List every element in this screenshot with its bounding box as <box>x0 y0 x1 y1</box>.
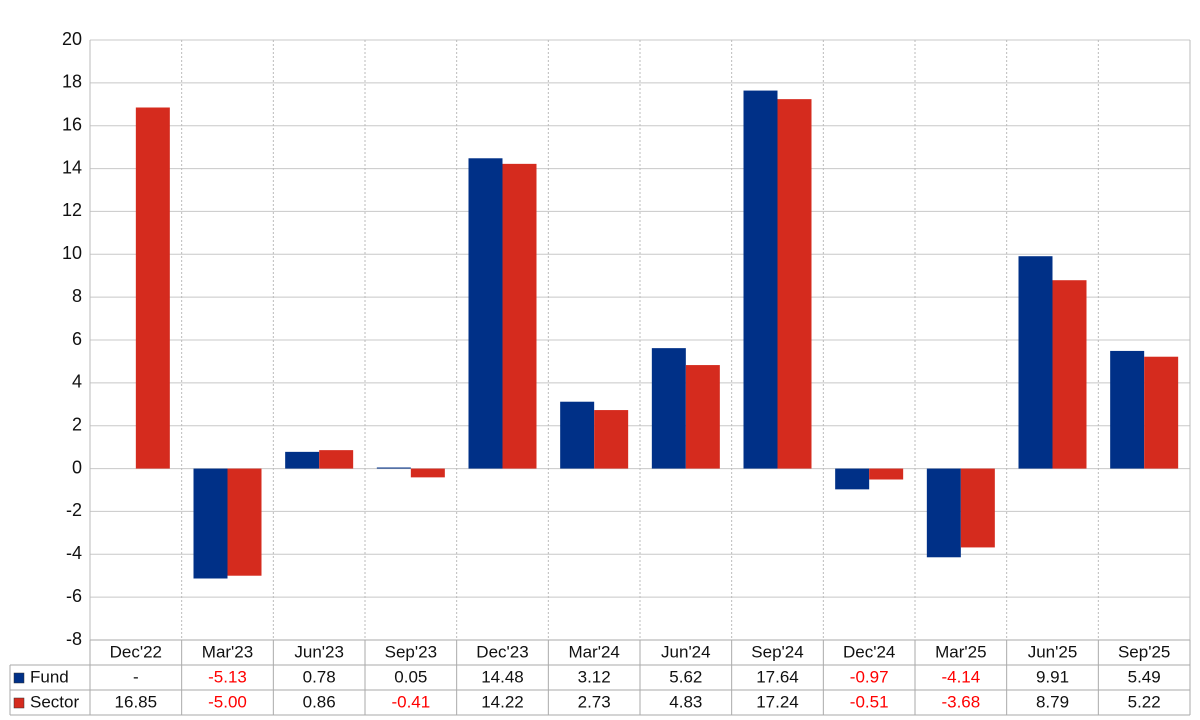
x-tick-label: Mar'25 <box>935 642 986 661</box>
table-value: 0.05 <box>394 667 427 686</box>
bar <box>926 468 961 558</box>
bar <box>135 107 170 469</box>
x-tick-label: Dec'22 <box>110 642 162 661</box>
bar <box>468 158 503 469</box>
legend-label: Sector <box>30 692 79 711</box>
y-tick-label: 2 <box>72 414 82 434</box>
table-value: -4.14 <box>941 667 980 686</box>
table-value: 0.86 <box>303 692 336 711</box>
legend-label: Fund <box>30 667 69 686</box>
bar <box>685 365 720 469</box>
y-tick-label: -4 <box>66 543 82 563</box>
table-value: -3.68 <box>941 692 980 711</box>
table-value: 5.22 <box>1128 692 1161 711</box>
y-tick-label: 18 <box>62 72 82 92</box>
x-tick-label: Dec'24 <box>843 642 895 661</box>
bar <box>227 468 262 576</box>
x-tick-label: Sep'25 <box>1118 642 1170 661</box>
table-value: 17.64 <box>756 667 799 686</box>
y-tick-label: -2 <box>66 500 82 520</box>
bar <box>1052 280 1087 469</box>
table-value: 14.22 <box>481 692 524 711</box>
bar <box>1144 356 1179 469</box>
x-tick-label: Sep'24 <box>751 642 803 661</box>
bar <box>1110 350 1145 469</box>
table-value: - <box>133 667 139 686</box>
bar <box>1018 256 1053 469</box>
x-tick-label: Mar'23 <box>202 642 253 661</box>
bar <box>777 99 812 469</box>
bar <box>835 468 870 490</box>
y-tick-label: 16 <box>62 114 82 134</box>
bar <box>193 468 228 579</box>
y-tick-label: 10 <box>62 243 82 263</box>
table-value: 16.85 <box>115 692 158 711</box>
y-tick-label: 6 <box>72 329 82 349</box>
x-tick-label: Mar'24 <box>568 642 619 661</box>
bar <box>594 410 629 469</box>
y-tick-label: -6 <box>66 586 82 606</box>
table-value: 17.24 <box>756 692 799 711</box>
table-value: 8.79 <box>1036 692 1069 711</box>
x-tick-label: Jun'24 <box>661 642 711 661</box>
legend-swatch <box>13 697 25 709</box>
table-value: -0.41 <box>391 692 430 711</box>
y-tick-label: 0 <box>72 457 82 477</box>
table-value: 14.48 <box>481 667 524 686</box>
x-tick-label: Sep'23 <box>385 642 437 661</box>
table-value: -5.13 <box>208 667 247 686</box>
bar <box>376 467 411 469</box>
x-tick-label: Jun'23 <box>294 642 344 661</box>
y-tick-label: 12 <box>62 200 82 220</box>
bar <box>960 468 995 548</box>
y-tick-label: 14 <box>62 157 82 177</box>
bar <box>651 348 686 469</box>
table-value: -0.97 <box>850 667 889 686</box>
table-value: -0.51 <box>850 692 889 711</box>
x-tick-label: Dec'23 <box>476 642 528 661</box>
bar <box>319 450 354 469</box>
table-value: -5.00 <box>208 692 247 711</box>
table-value: 9.91 <box>1036 667 1069 686</box>
table-value: 4.83 <box>669 692 702 711</box>
legend-swatch <box>13 672 25 684</box>
y-tick-label: 20 <box>62 29 82 49</box>
table-value: 5.49 <box>1128 667 1161 686</box>
bar <box>285 451 320 469</box>
bar <box>869 468 904 480</box>
table-value: 2.73 <box>578 692 611 711</box>
table-value: 0.78 <box>303 667 336 686</box>
bar <box>410 468 445 478</box>
bar <box>502 163 537 469</box>
x-tick-label: Jun'25 <box>1028 642 1078 661</box>
y-tick-label: -8 <box>66 629 82 649</box>
table-value: 3.12 <box>578 667 611 686</box>
bar <box>743 90 778 469</box>
y-tick-label: 8 <box>72 286 82 306</box>
y-tick-label: 4 <box>72 372 82 392</box>
bar <box>560 401 595 469</box>
table-value: 5.62 <box>669 667 702 686</box>
